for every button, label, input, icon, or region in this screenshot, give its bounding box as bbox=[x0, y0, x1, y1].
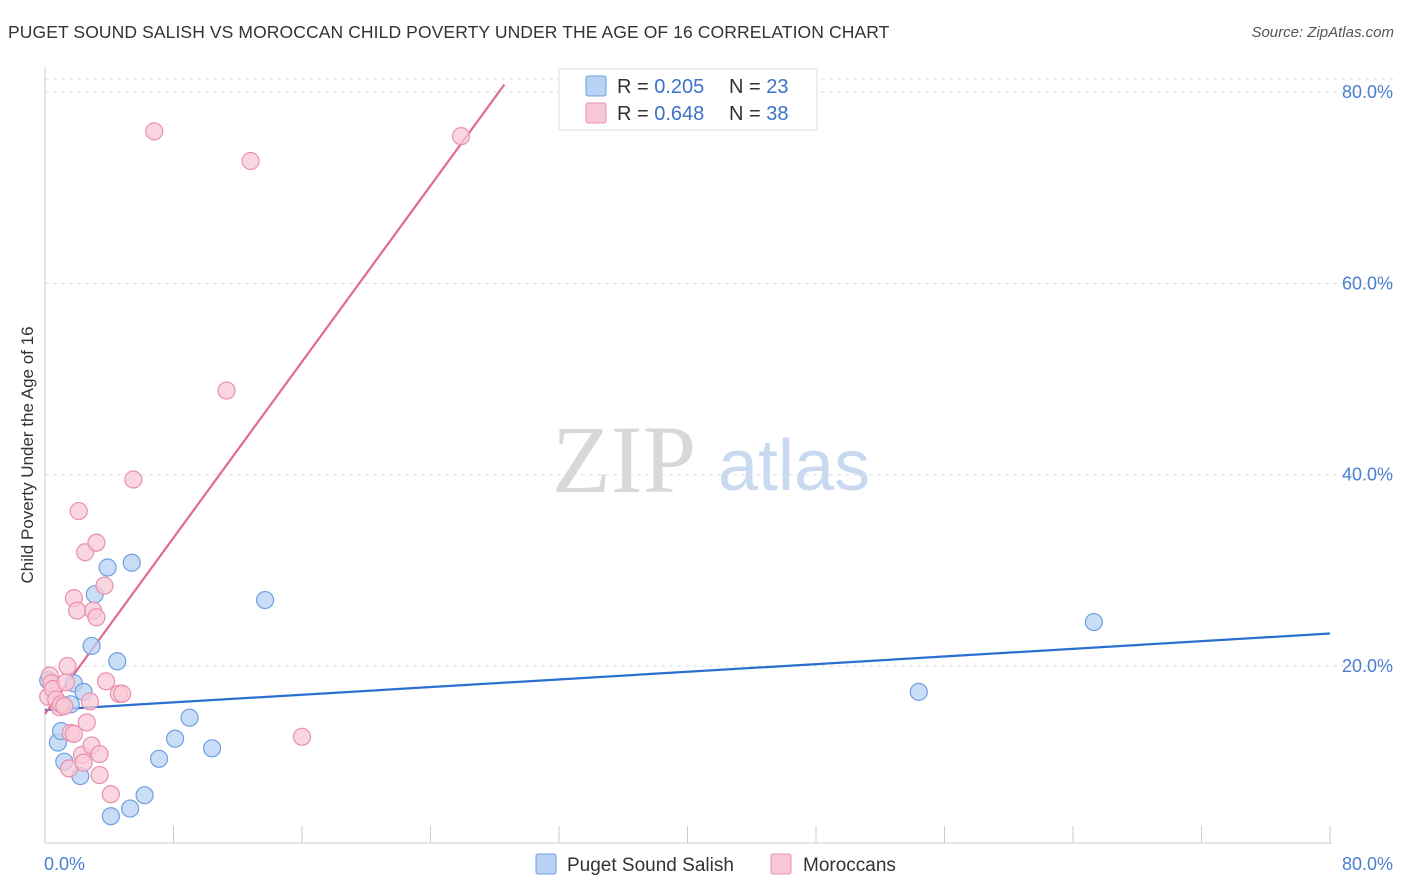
moroccan-point bbox=[96, 672, 116, 691]
moroccan-point bbox=[101, 785, 120, 804]
y-tick-label: 40.0% bbox=[1342, 465, 1393, 485]
moroccan-point bbox=[64, 724, 84, 744]
watermark-atlas: atlas bbox=[718, 426, 870, 506]
x-tick-label: 0.0% bbox=[44, 854, 85, 874]
salish-point bbox=[122, 553, 141, 572]
moroccan-point bbox=[90, 765, 109, 785]
legend-n-label: N = bbox=[729, 103, 766, 125]
x-tick-label: 80.0% bbox=[1342, 854, 1393, 874]
salish-point bbox=[909, 682, 928, 701]
salish-point bbox=[180, 708, 199, 727]
y-tick-label: 80.0% bbox=[1342, 82, 1393, 102]
salish-point bbox=[149, 749, 169, 768]
salish-trend-line bbox=[44, 632, 1331, 712]
source-credit: Source: ZipAtlas.com bbox=[1251, 24, 1394, 41]
moroccan-point bbox=[292, 727, 312, 746]
salish-point bbox=[101, 807, 120, 826]
moroccan-point bbox=[87, 608, 106, 627]
moroccan-trend-line bbox=[44, 83, 506, 715]
chart-title: PUGET SOUND SALISH VS MOROCCAN CHILD POV… bbox=[8, 22, 890, 42]
legend-r-value: 0.648 bbox=[654, 103, 704, 125]
data-points bbox=[39, 122, 1103, 826]
legend-swatch-salish bbox=[535, 853, 557, 875]
moroccan-point bbox=[58, 656, 77, 676]
salish-point bbox=[166, 729, 185, 748]
legend-n-label: N = bbox=[729, 76, 766, 98]
moroccan-point bbox=[74, 753, 93, 772]
salish-point bbox=[255, 590, 275, 610]
moroccan-point bbox=[145, 122, 164, 141]
tick-labels: 20.0% 40.0% 60.0% 80.0% 0.0% 80.0% bbox=[44, 82, 1393, 874]
moroccan-point bbox=[112, 684, 132, 703]
legend-r-label: R = bbox=[617, 76, 654, 98]
moroccan-point bbox=[69, 501, 88, 521]
series-legend: Puget Sound Salish Moroccans bbox=[535, 853, 896, 876]
moroccan-point bbox=[56, 673, 75, 692]
legend-n-value: 23 bbox=[766, 76, 788, 98]
legend-r-label: R = bbox=[617, 103, 654, 125]
moroccan-point bbox=[90, 744, 109, 764]
correlation-legend: R = 0.205 N = 23 R = 0.648 N = 38 bbox=[558, 68, 818, 131]
moroccan-point bbox=[217, 381, 236, 400]
moroccan-point bbox=[451, 127, 471, 146]
legend-label-moroccans: Moroccans bbox=[803, 855, 896, 876]
moroccan-point bbox=[87, 533, 106, 552]
y-tick-label: 60.0% bbox=[1342, 273, 1393, 293]
moroccan-point bbox=[68, 601, 87, 620]
salish-point bbox=[108, 652, 127, 671]
legend-row1-n: N = 23 bbox=[729, 76, 789, 98]
legend-swatch-salish bbox=[585, 75, 607, 97]
moroccan-point bbox=[77, 713, 96, 732]
trend-lines bbox=[44, 83, 1331, 715]
moroccan-point bbox=[241, 151, 260, 171]
legend-swatch-moroccans bbox=[770, 853, 792, 875]
legend-label-salish: Puget Sound Salish bbox=[567, 855, 734, 876]
watermark-zip: ZIP bbox=[552, 406, 696, 513]
salish-point bbox=[98, 558, 117, 577]
y-tick-label: 20.0% bbox=[1342, 656, 1393, 676]
legend-row1: R = 0.205 bbox=[617, 76, 704, 98]
legend-row2-n: N = 38 bbox=[729, 103, 789, 125]
salish-point bbox=[82, 636, 101, 656]
salish-point bbox=[121, 799, 140, 818]
moroccan-point bbox=[80, 692, 100, 711]
legend-swatch-moroccans bbox=[585, 102, 607, 124]
salish-point bbox=[1084, 612, 1103, 632]
moroccan-point bbox=[95, 576, 114, 595]
legend-r-value: 0.205 bbox=[654, 76, 704, 98]
legend-n-value: 38 bbox=[766, 103, 788, 125]
salish-point bbox=[202, 739, 222, 758]
salish-point bbox=[135, 786, 154, 805]
legend-row2: R = 0.648 bbox=[617, 103, 704, 125]
moroccan-point bbox=[124, 470, 143, 489]
moroccan-point bbox=[55, 697, 74, 716]
